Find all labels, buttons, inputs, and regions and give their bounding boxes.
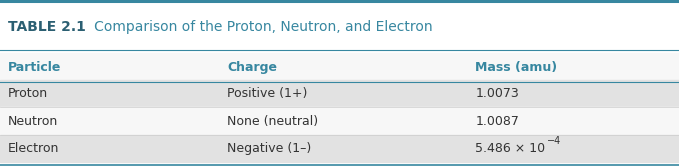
Text: TABLE 2.1: TABLE 2.1 xyxy=(8,20,86,34)
Text: Positive (1+): Positive (1+) xyxy=(227,87,308,100)
Text: Charge: Charge xyxy=(227,61,278,74)
Text: Particle: Particle xyxy=(8,61,62,74)
Text: None (neutral): None (neutral) xyxy=(227,115,318,128)
Text: Proton: Proton xyxy=(8,87,48,100)
Bar xyxy=(0,135,679,162)
Text: 1.0073: 1.0073 xyxy=(475,87,519,100)
Text: Comparison of the Proton, Neutron, and Electron: Comparison of the Proton, Neutron, and E… xyxy=(81,20,433,34)
Bar xyxy=(0,108,679,135)
Text: Electron: Electron xyxy=(8,142,60,155)
Bar xyxy=(0,80,679,108)
Text: Neutron: Neutron xyxy=(8,115,58,128)
Text: Negative (1–): Negative (1–) xyxy=(227,142,312,155)
Text: 5.486 × 10: 5.486 × 10 xyxy=(475,142,545,155)
Text: Mass (amu): Mass (amu) xyxy=(475,61,557,74)
Bar xyxy=(0,0,679,50)
Bar xyxy=(0,53,679,82)
Text: 1.0087: 1.0087 xyxy=(475,115,519,128)
Text: −4: −4 xyxy=(547,136,562,146)
